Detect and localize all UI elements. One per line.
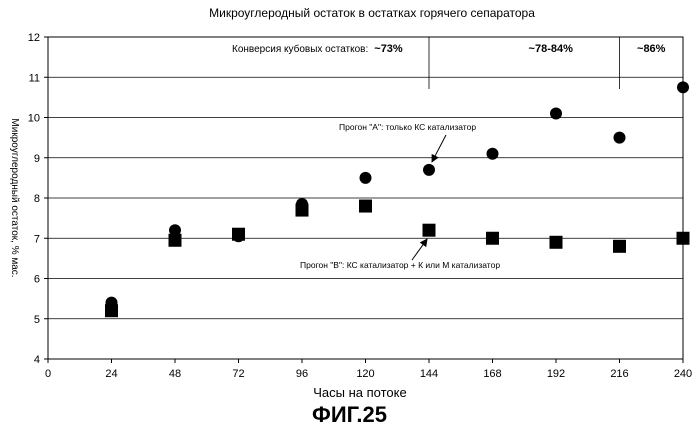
run-b-point [677,232,690,245]
x-tick-label: 240 [674,368,692,380]
conversion-value: ~86% [637,43,666,55]
run-b-point [613,240,626,253]
data-marks [105,81,690,317]
x-axis-label: Часы на потоке [313,385,406,400]
run-a-point [550,107,562,119]
y-tick-label: 4 [34,354,40,366]
y-tick-label: 10 [28,113,40,125]
run-a-point [487,148,499,160]
x-tick-label: 216 [610,368,628,380]
x-tick-label: 72 [232,368,244,380]
y-tick-label: 11 [29,72,40,84]
annotation-run-b: Прогон "В": КС катализатор + К или М кат… [300,260,500,270]
x-tick-label: 48 [169,368,181,380]
y-tick-label: 8 [34,193,40,205]
chart-title: Микроуглеродный остаток в остатках горяч… [209,6,535,20]
figure-caption: ФИГ.25 [0,402,699,428]
conversion-value: ~73% [374,43,403,55]
x-tick-label: 144 [420,368,438,380]
x-tick-label: 120 [356,368,374,380]
run-b-point [550,236,563,249]
annotation-run-a: Прогон "А": только КС катализатор [339,122,476,132]
x-tick-label: 24 [105,368,117,380]
run-a-point [677,81,689,93]
x-tick-label: 168 [483,368,501,380]
y-tick-label: 6 [34,274,40,286]
y-axis-label: Микроуглеродный остаток, % мас. [9,118,20,277]
run-a-point [423,164,435,176]
x-tick-label: 0 [45,368,51,380]
x-tick-label: 192 [547,368,565,380]
conversion-value: ~78-84% [529,43,574,55]
run-b-point [232,228,245,241]
run-b-point [486,232,499,245]
conversion-label: Конверсия кубовых остатков: [232,43,368,55]
run-b-point [296,204,309,217]
y-tick-label: 12 [28,32,40,44]
y-tick-label: 7 [34,233,40,245]
run-b-point [423,224,436,237]
conversion-header: Конверсия кубовых остатков: ~73% ~78-84% ~… [232,37,666,89]
y-tick-label: 5 [34,314,40,326]
run-b-point [105,304,118,317]
grid-lines [48,77,683,319]
y-tick-label: 9 [34,153,40,165]
run-b-point [169,234,182,247]
annotation-arrow-b [412,239,427,260]
run-b-point [359,200,372,213]
annotations: Прогон "А": только КС катализатор Прогон … [300,122,500,270]
run-a-point [614,132,626,144]
run-a-point [360,172,372,184]
x-tick-label: 96 [296,368,308,380]
